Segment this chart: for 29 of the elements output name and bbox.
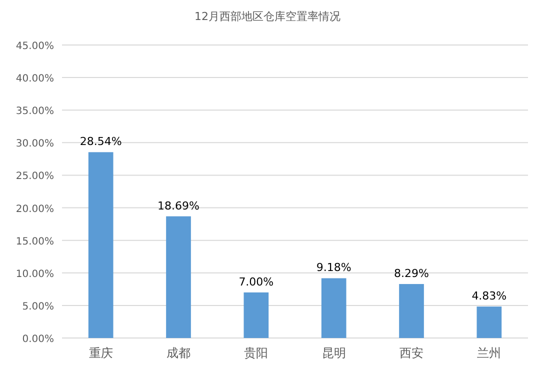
- data-label: 28.54%: [80, 135, 122, 148]
- data-label: 7.00%: [238, 275, 274, 288]
- x-tick-label: 西安: [400, 346, 424, 360]
- x-tick-label: 重庆: [88, 346, 113, 360]
- bar: [244, 292, 269, 338]
- y-tick-label: 45.00%: [16, 41, 54, 52]
- bar: [476, 306, 502, 338]
- y-tick-label: 10.00%: [16, 268, 54, 280]
- y-tick-label: 15.00%: [16, 236, 54, 248]
- y-tick-label: 0.00%: [22, 334, 54, 345]
- data-label: 9.18%: [316, 261, 352, 274]
- bar: [399, 284, 424, 338]
- y-tick-label: 5.00%: [22, 301, 54, 312]
- bar: [321, 278, 346, 338]
- y-tick-label: 35.00%: [16, 106, 54, 118]
- y-tick-label: 30.00%: [16, 138, 54, 150]
- data-label: 4.83%: [472, 290, 507, 303]
- y-tick-label: 40.00%: [16, 74, 54, 85]
- x-tick-label: 成都: [166, 346, 190, 360]
- x-tick-label: 兰州: [477, 346, 502, 360]
- bar: [166, 216, 191, 338]
- bar: [88, 152, 114, 338]
- y-tick-label: 20.00%: [16, 204, 54, 215]
- data-label: 8.29%: [394, 267, 429, 280]
- x-tick-label: 贵阳: [244, 346, 268, 360]
- data-label: 18.69%: [158, 199, 200, 212]
- y-tick-label: 25.00%: [16, 171, 54, 182]
- chart-title: 12月西部地区仓库空置率情况: [194, 10, 340, 23]
- x-tick-label: 昆明: [322, 346, 346, 360]
